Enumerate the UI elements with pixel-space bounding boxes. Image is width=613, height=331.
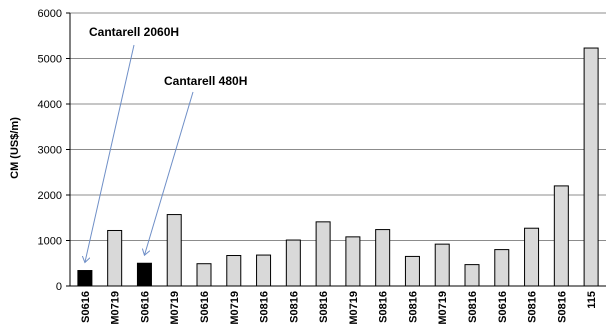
annotation-cantarell-480h: Cantarell 480H [164, 74, 247, 88]
bar [226, 255, 242, 287]
bar [583, 47, 599, 287]
y-tick-label: 3000 [38, 145, 62, 157]
x-tick-label: S0816 [288, 291, 300, 323]
annotations: Cantarell 2060H Cantarell 480H [85, 25, 247, 263]
bar [107, 229, 123, 287]
x-tick-label: S0816 [318, 291, 330, 323]
bar [166, 214, 182, 287]
bar [404, 255, 420, 287]
x-tick-label: S0616 [80, 291, 92, 323]
y-tick-labels: 0 1000 2000 3000 4000 5000 6000 [38, 8, 62, 293]
x-tick-label: S0816 [467, 291, 479, 323]
x-tick-label: S0616 [199, 291, 211, 323]
bar [196, 263, 212, 287]
bar [285, 239, 301, 287]
bar [256, 254, 272, 287]
x-tick-label: M0719 [169, 291, 181, 325]
x-tick-label: S0816 [527, 291, 539, 323]
x-tick-label: S0616 [139, 291, 151, 323]
x-tick-label: M0719 [348, 291, 360, 325]
y-tick-label: 4000 [38, 99, 62, 111]
annotation-cantarell-2060h: Cantarell 2060H [89, 25, 179, 39]
bar [77, 270, 93, 287]
y-tick-label: 2000 [38, 190, 62, 202]
axes [66, 12, 606, 287]
bar [494, 249, 510, 287]
bar [524, 227, 540, 287]
x-tick-label: S0616 [497, 291, 509, 323]
annotation-arrow [144, 91, 194, 255]
bar [434, 243, 450, 287]
bar [553, 185, 569, 287]
x-tick-label: M0719 [229, 291, 241, 325]
bar [345, 236, 361, 287]
y-tick-label: 0 [56, 281, 62, 293]
y-tick-label: 5000 [38, 54, 62, 66]
bar [464, 264, 480, 287]
x-tick-label: S0816 [556, 291, 568, 323]
x-tick-label: M0719 [437, 291, 449, 325]
x-tick-label: S0816 [378, 291, 390, 323]
x-tick-labels: S0616 M0719 S0616 M0719 S0616 M0719 S0816 S0816… [80, 291, 598, 325]
y-tick-label: 6000 [38, 8, 62, 20]
y-axis-title: CM (US$/m) [9, 117, 21, 179]
bar [375, 229, 391, 287]
y-tick-label: 1000 [38, 236, 62, 248]
bar [136, 262, 152, 287]
x-tick-label: S0816 [407, 291, 419, 323]
x-tick-label: M0719 [110, 291, 122, 325]
bars [77, 47, 599, 287]
gridlines [70, 12, 606, 241]
bar [315, 221, 331, 287]
x-tick-label: 115 [586, 291, 598, 309]
annotation-arrow [85, 44, 135, 263]
x-tick-label: S0816 [259, 291, 271, 323]
